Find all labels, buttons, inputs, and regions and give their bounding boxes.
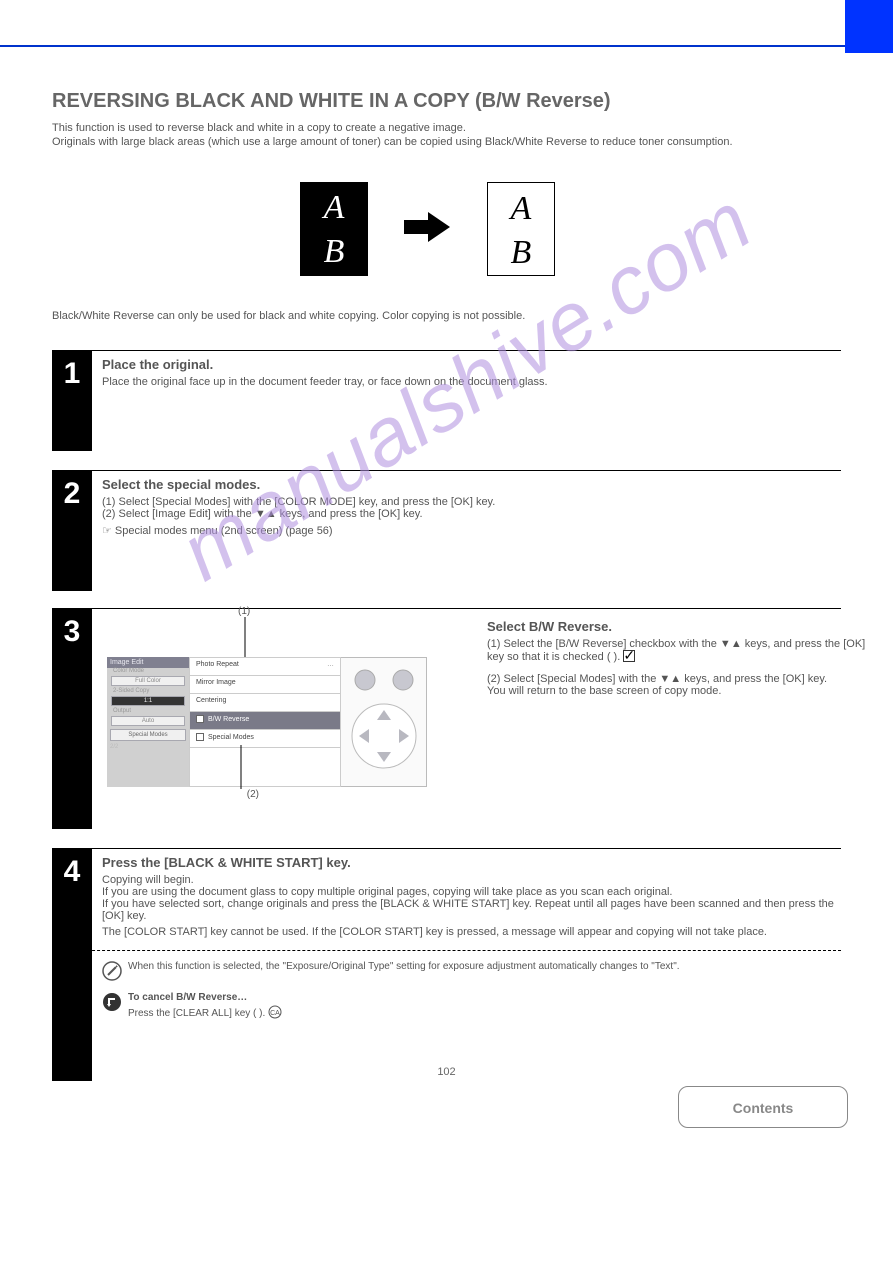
lcd-left-panel: Image Edit Color Mode Full Color 2-Sided… <box>107 657 189 787</box>
lcd-screenshot: Image Edit Color Mode Full Color 2-Sided… <box>107 657 427 787</box>
header-tab <box>845 0 893 53</box>
lcd-menu-item: Photo Repeat… <box>190 658 340 676</box>
step-body-line: If you are using the document glass to c… <box>102 886 841 898</box>
lcd-row: Output <box>107 708 189 714</box>
step-4: 4 Press the [BLACK & WHITE START] key. C… <box>52 848 841 1080</box>
lcd-menu-item: Special Modes <box>190 730 340 748</box>
arrow-right-icon <box>400 208 454 251</box>
step-number: 3 <box>52 609 92 829</box>
subnote: Black/White Reverse can only be used for… <box>52 310 525 322</box>
step-heading: Place the original. <box>102 357 841 372</box>
step-body-line: Copying will begin. <box>102 874 841 886</box>
step-1: 1 Place the original. Place the original… <box>52 350 841 450</box>
lcd-row: Full Color <box>111 676 185 686</box>
step-body: Place the original face up in the docume… <box>102 376 841 388</box>
lcd-title: Image Edit <box>107 657 189 668</box>
lcd-special-modes-button: Special Modes <box>110 729 186 741</box>
step-number: 4 <box>52 849 92 1081</box>
cancel-body: Press the [CLEAR ALL] key ( ). <box>128 1008 265 1019</box>
step-2: 2 Select the special modes. (1) Select [… <box>52 470 841 590</box>
step-body: (1) Select the [B/W Reverse] checkbox wi… <box>487 638 877 697</box>
note-row: When this function is selected, the "Exp… <box>102 961 841 986</box>
dpad-icon <box>341 658 427 786</box>
checkbox-icon <box>196 733 204 741</box>
cancel-row: To cancel B/W Reverse… Press the [CLEAR … <box>102 992 841 1019</box>
step-body-link[interactable]: ☞ Special modes menu (2nd screen) (page … <box>102 524 841 537</box>
glyph-b: B <box>324 233 345 270</box>
glyph-a: A <box>511 190 532 227</box>
lcd-row-ratio: 1:1 <box>111 696 185 706</box>
lcd-row: 2-Sided Copy <box>107 688 189 694</box>
checkbox-icon <box>196 715 204 723</box>
step-body-line: (2) Select [Image Edit] with the ▼▲ keys… <box>102 508 841 520</box>
glyph-b: B <box>511 234 532 271</box>
lcd-menu-item-selected: B/W Reverse <box>190 712 340 730</box>
step-number: 1 <box>52 351 92 451</box>
step-body-line: You will return to the base screen of co… <box>487 685 877 697</box>
divider-dashed <box>52 950 841 951</box>
intro-line: This function is used to reverse black a… <box>52 122 842 134</box>
checked-checkbox-icon <box>623 650 635 662</box>
step-body: Copying will begin. If you are using the… <box>102 874 841 938</box>
step-3: 3 (1) Image Edit Color Mode Full Color 2… <box>52 608 841 828</box>
intro-text: This function is used to reverse black a… <box>52 120 842 150</box>
intro-line: Originals with large black areas (which … <box>52 136 842 148</box>
clear-all-key-icon: CA <box>268 1005 282 1019</box>
lcd-row: Color Mode <box>107 668 189 674</box>
original-black-tile: A B <box>300 182 368 276</box>
cancel-text: To cancel B/W Reverse… Press the [CLEAR … <box>122 992 282 1019</box>
back-return-icon <box>102 992 122 1017</box>
cancel-heading: To cancel B/W Reverse… <box>128 992 282 1003</box>
glyph-a: A <box>324 189 345 226</box>
contents-button[interactable]: Contents <box>678 1086 848 1128</box>
step-body: (1) Select [Special Modes] with the [COL… <box>102 496 841 537</box>
step-heading: Select the special modes. <box>102 477 841 492</box>
step-heading: Press the [BLACK & WHITE START] key. <box>102 855 841 870</box>
lcd-page-indicator: 2/2 <box>107 744 189 750</box>
result-white-tile: A B <box>487 182 555 276</box>
lcd-menu-list: Photo Repeat… Mirror Image Centering B/W… <box>189 657 341 787</box>
lcd-menu-item: Centering <box>190 694 340 712</box>
pencil-note-icon <box>102 961 122 986</box>
note-text: When this function is selected, the "Exp… <box>122 961 680 972</box>
page-title: REVERSING BLACK AND WHITE IN A COPY (B/W… <box>52 90 611 113</box>
bw-reverse-figure: A B A B <box>300 182 555 276</box>
step-body-line: The [COLOR START] key cannot be used. If… <box>102 926 841 938</box>
step-number: 2 <box>52 471 92 591</box>
callout-2: (2) <box>204 789 259 800</box>
lcd-row: Auto <box>111 716 185 726</box>
step-heading: Select B/W Reverse. <box>487 619 877 634</box>
step-3-instructions: Select B/W Reverse. (1) Select the [B/W … <box>487 619 877 697</box>
step-body-line: If you have selected sort, change origin… <box>102 898 841 922</box>
lcd-nav-panel <box>341 657 427 787</box>
header-rule <box>0 45 845 47</box>
svg-text:CA: CA <box>270 1010 280 1017</box>
lcd-menu-item: Mirror Image <box>190 676 340 694</box>
step-body-line: (1) Select [Special Modes] with the [COL… <box>102 496 841 508</box>
step-body-line: (2) Select [Special Modes] with the ▼▲ k… <box>487 673 877 685</box>
page-number: 102 <box>0 1066 893 1078</box>
step-body-line: (1) Select the [B/W Reverse] checkbox wi… <box>487 638 877 663</box>
